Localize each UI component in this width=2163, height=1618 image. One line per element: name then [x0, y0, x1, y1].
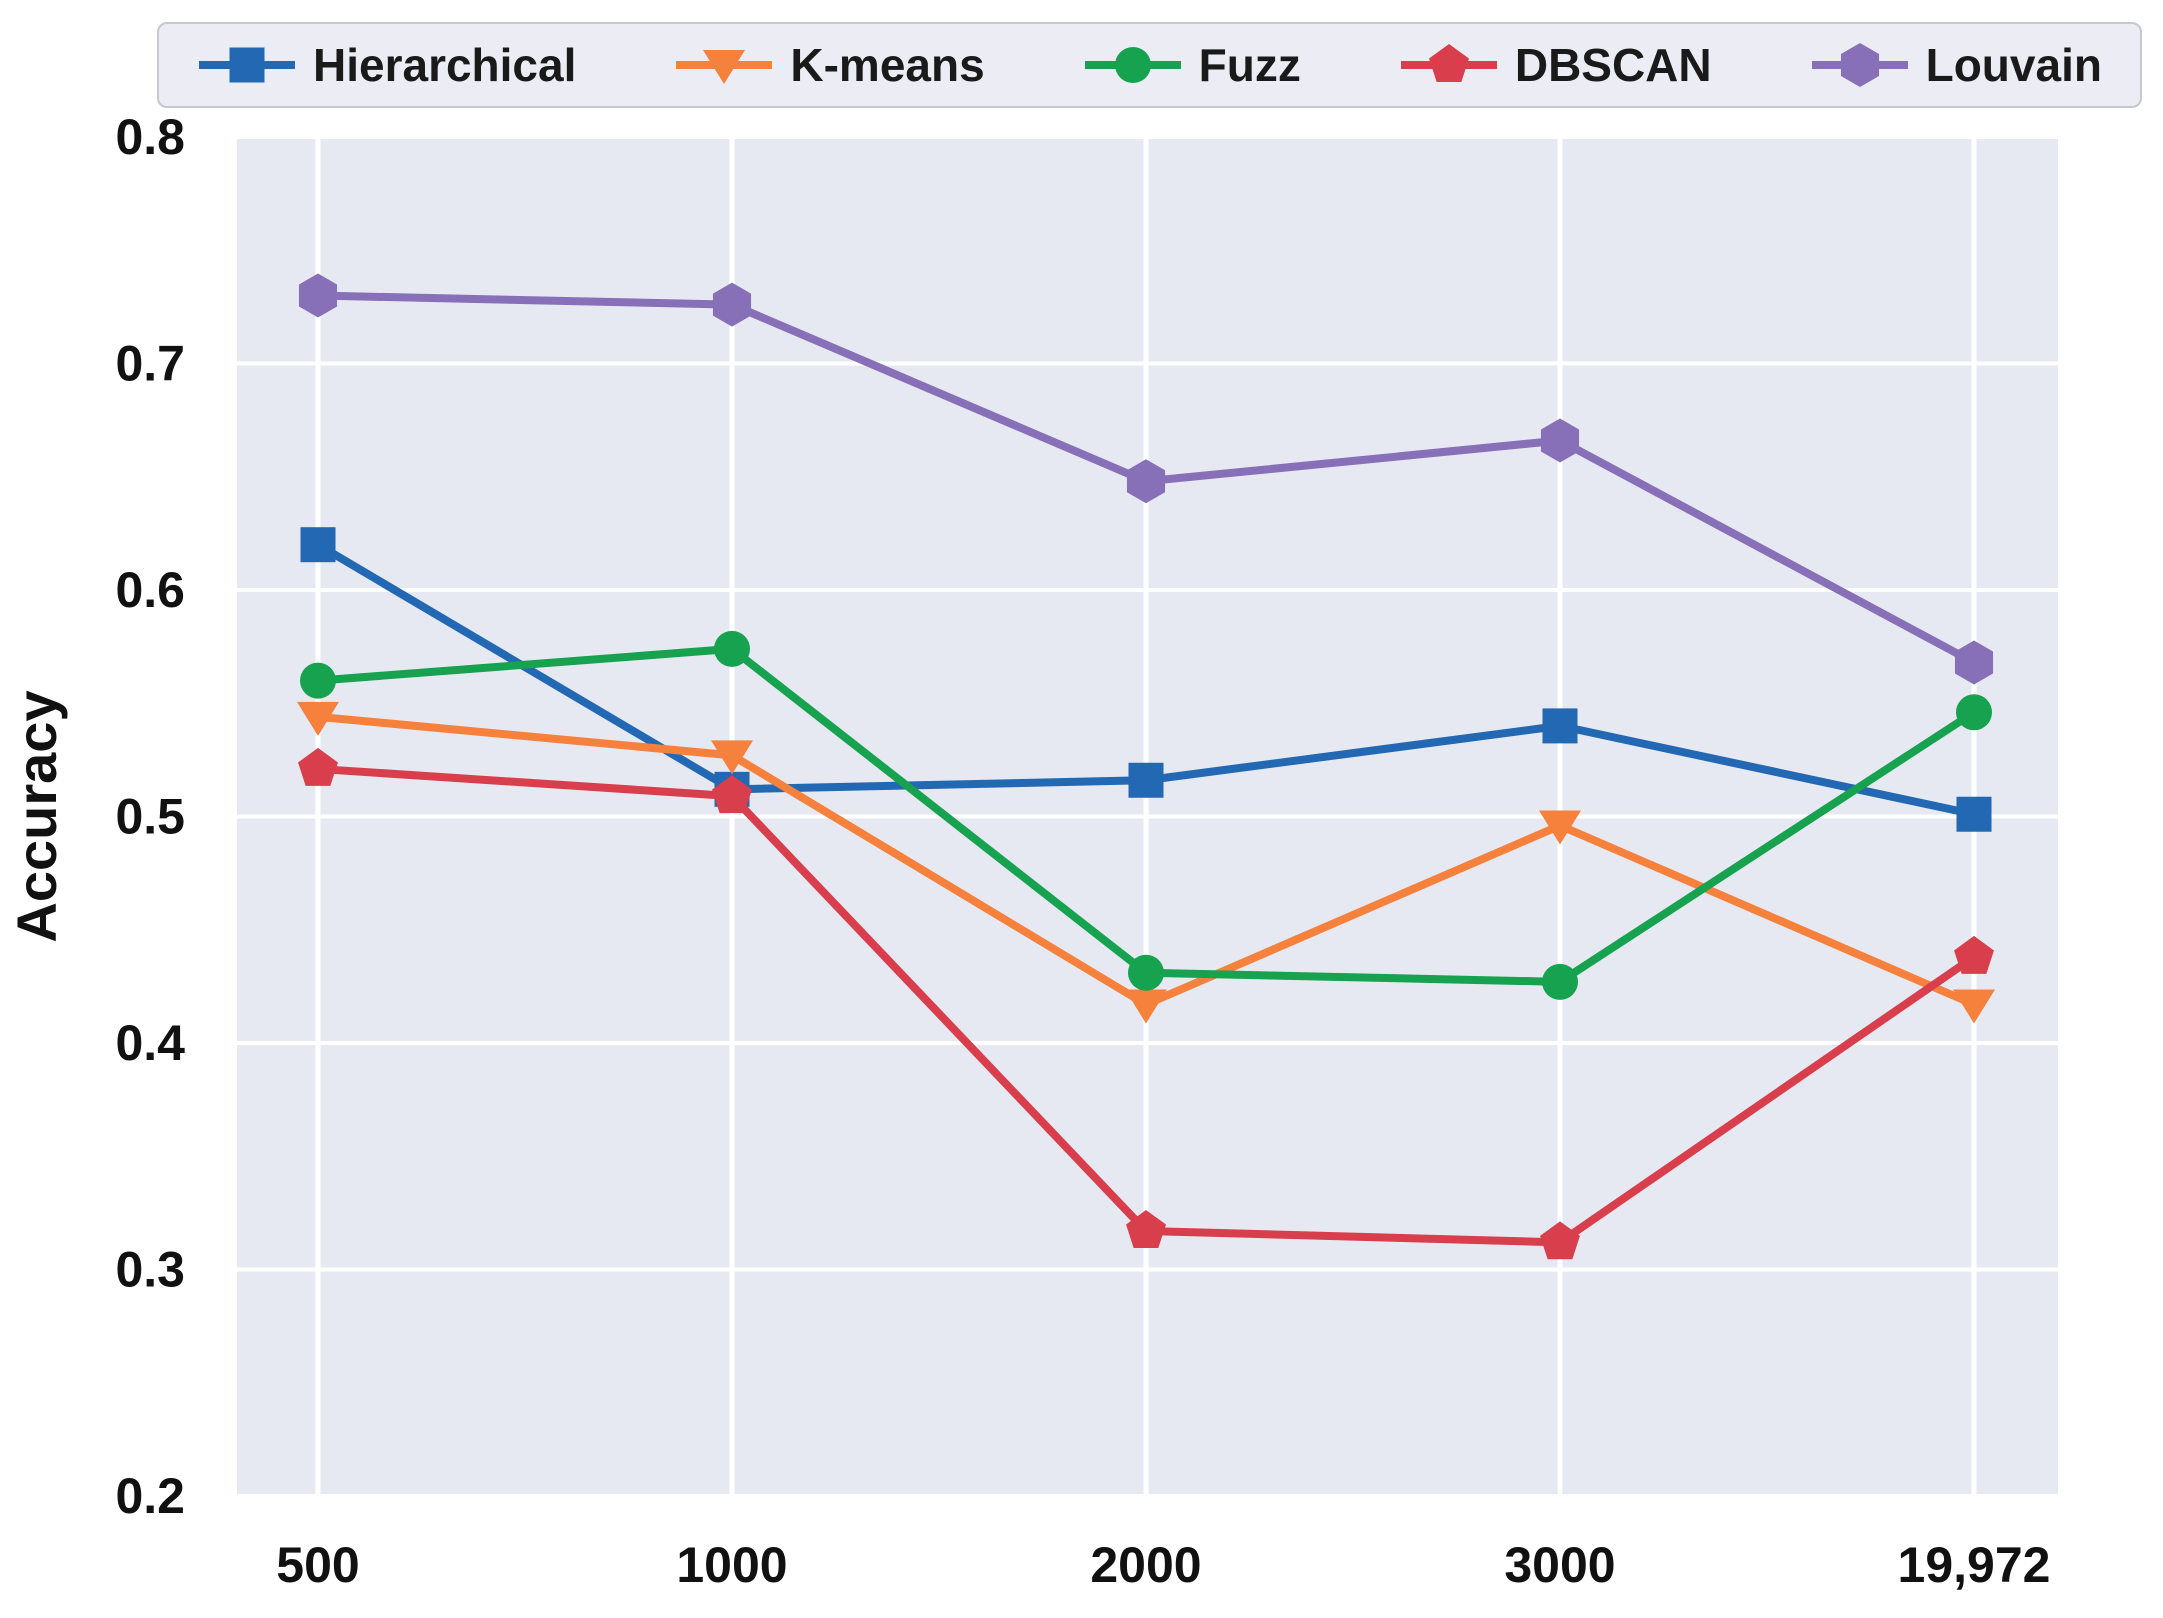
marker-k-means-2	[1125, 989, 1167, 1024]
marker-k-means-3	[1539, 810, 1581, 845]
y-tick-label: 0.5	[115, 789, 185, 845]
marker-hierarchical-4	[1956, 796, 1992, 832]
hexagon-legend-icon	[1811, 43, 1908, 87]
y-tick-label: 0.6	[115, 562, 185, 618]
marker-dbscan-1	[712, 775, 752, 814]
marker-louvain-1	[712, 282, 752, 327]
marker-k-means-1	[711, 740, 753, 775]
marker-hierarchical-0	[300, 527, 336, 563]
marker-dbscan-4	[1954, 935, 1994, 974]
legend-label: Hierarchical	[313, 39, 577, 91]
marker-hierarchical-2	[1128, 762, 1164, 798]
circle-legend-icon	[1084, 47, 1181, 83]
marker-k-means-0	[297, 701, 339, 736]
marker-hierarchical-3	[1542, 708, 1578, 744]
marker-louvain-4	[1954, 640, 1994, 685]
y-tick-label: 0.4	[115, 1015, 185, 1071]
square-icon	[229, 47, 265, 83]
square-legend-icon	[199, 47, 295, 83]
x-tick-label: 1000	[676, 1537, 787, 1593]
marker-fuzz-3	[1542, 963, 1578, 1000]
legend-label: K-means	[790, 39, 985, 91]
x-tick-label: 500	[276, 1537, 359, 1593]
legend-item-hierarchical: Hierarchical	[197, 41, 576, 89]
marker-fuzz-2	[1128, 954, 1164, 991]
legend-item-louvain: Louvain	[1810, 41, 2102, 89]
legend-label: Louvain	[1925, 39, 2102, 91]
marker-louvain-3	[1540, 418, 1580, 463]
marker-dbscan-2	[1126, 1209, 1166, 1248]
marker-fuzz-4	[1956, 694, 1992, 731]
marker-fuzz-0	[300, 662, 336, 699]
marker-k-means-4	[1953, 989, 1995, 1024]
marker-fuzz-1	[714, 630, 750, 667]
legend-item-k-means: K-means	[674, 39, 985, 91]
y-axis-label: Accuracy	[5, 690, 68, 942]
marker-dbscan-0	[298, 747, 338, 786]
marker-louvain-0	[298, 273, 338, 318]
legend-label: DBSCAN	[1514, 39, 1712, 91]
x-tick-label: 3000	[1504, 1537, 1615, 1593]
hexagon-icon	[1840, 43, 1879, 87]
pentagon-legend-icon	[1400, 44, 1497, 82]
y-tick-label: 0.3	[115, 1242, 185, 1298]
marker-dbscan-3	[1540, 1221, 1580, 1260]
legend: Hierarchical K-means Fuzz DBSCAN Louvain	[157, 22, 2142, 108]
legend-item-dbscan: DBSCAN	[1399, 41, 1712, 89]
y-tick-label: 0.8	[115, 109, 185, 165]
y-tick-label: 0.7	[115, 336, 185, 392]
x-tick-label: 19,972	[1898, 1537, 2051, 1593]
marker-louvain-2	[1126, 459, 1166, 504]
triangle-down-icon	[703, 50, 746, 84]
circle-icon	[1114, 47, 1151, 83]
pentagon-icon	[1428, 44, 1469, 82]
x-tick-label: 2000	[1090, 1537, 1201, 1593]
legend-item-fuzz: Fuzz	[1083, 41, 1301, 89]
legend-label: Fuzz	[1198, 39, 1301, 91]
y-tick-label: 0.2	[115, 1468, 185, 1524]
triangle-down-legend-icon	[676, 50, 773, 84]
